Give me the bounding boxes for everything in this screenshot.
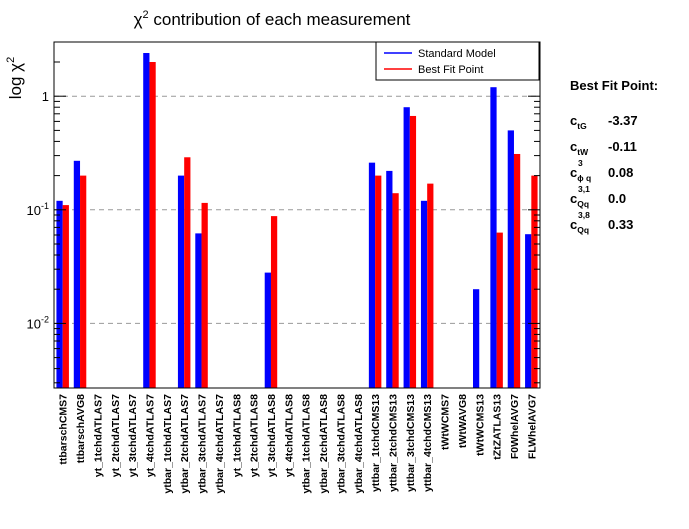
bar-sm-yt_4tchdATLAS7 [143,53,150,389]
x-tick-label: ytbar_4tchdATLAS8 [353,394,365,494]
bar-bestfit-yttbar_1tchdCMS13 [375,175,382,388]
param-row: cϕ q 3 0.08 [570,158,685,191]
param-value: 0.33 [608,217,634,232]
x-tick-label: yt_3tchdATLAS7 [127,394,139,477]
param-value: -3.37 [608,113,638,128]
legend-label: Best Fit Point [418,64,483,76]
bar-sm-yttbar_2tchdCMS13 [386,170,393,388]
x-tick-label: yt_4tchdATLAS8 [283,394,295,477]
x-tick-label: F0WhelAVG7 [509,394,521,459]
bar-bestfit-yttbar_4tchdCMS13 [427,183,434,388]
y-axis-ticks: 10-2 10-1 1 [27,41,540,384]
bar-bestfit-yt_3tchdATLAS8 [270,216,278,388]
plot-frame [53,41,541,389]
x-tick-label: ytbar_4tchdATLAS7 [214,394,226,494]
chart-title: χ2 contribution of each measurement [134,9,411,29]
y-tick-label: 1 [42,89,49,104]
x-tick-label: yt_2tchdATLAS7 [110,394,122,477]
bar-bestfit-yttbar_2tchdCMS13 [392,193,399,388]
x-tick-label: ttbarschAVG8 [75,394,87,463]
bar-bestfit-tZtZATLAS13 [496,232,503,388]
x-tick-label: tWtWCMS7 [440,394,452,450]
x-tick-label: tZtZATLAS13 [492,394,504,460]
bar-bestfit-FLWhelAVG7 [531,175,538,388]
param-value: 0.08 [608,165,634,180]
param-value: 0.0 [608,191,627,206]
bar-sm-ytbar_3tchdATLAS7 [195,233,202,388]
x-tick-label: FLWhelAVG7 [526,394,538,459]
bar-sm-yttbar_4tchdCMS13 [420,200,428,388]
bar-sm-tZtZATLAS13 [490,87,497,388]
param-symbol: ctG [570,113,587,131]
bar-sm-tWtWCMS13 [473,289,480,388]
param-row: ctG -3.37 [570,113,685,139]
bar-sm-yt_3tchdATLAS8 [264,272,271,388]
bar-sm-F0WhelAVG7 [507,130,514,388]
x-tick-label: yttbar_1tchdCMS13 [370,394,382,492]
bar-sm-ttbarschCMS7 [56,200,63,388]
x-tick-label: yttbar_2tchdCMS13 [387,394,399,492]
x-tick-label: tWtWAVG8 [457,394,469,448]
bar-bestfit-yt_4tchdATLAS7 [149,62,156,388]
x-axis-labels: ttbarschCMS7 ttbarschAVG8 yt_1tchdATLAS7 yt… [58,394,539,494]
best-fit-panel: Best Fit Point: ctG -3.37 ctW -0.11 cϕ q 3 0.0… [570,78,685,243]
param-symbol: cQq 3,1 [570,184,590,209]
legend: Standard Model Best Fit Point [375,41,540,81]
x-tick-label: yt_2tchdATLAS8 [249,394,261,477]
x-tick-label: yt_4tchdATLAS7 [144,394,156,477]
param-list: ctG -3.37 ctW -0.11 cϕ q 3 0.08 cQq 3,1 0.0 cQq 3,8… [570,113,685,243]
param-symbol: ctW [570,139,589,157]
x-tick-label: ytbar_1tchdATLAS8 [301,394,313,494]
y-tick-label: 10-2 [27,314,49,331]
x-tick-label: ytbar_3tchdATLAS7 [197,394,209,494]
bar-sm-FLWhelAVG7 [525,234,532,388]
bar-sm-yttbar_1tchdCMS13 [368,162,376,388]
bar-bestfit-ttbarschAVG8 [80,175,87,388]
x-tick-label: yt_1tchdATLAS8 [231,394,243,477]
bar-bestfit-ttbarschCMS7 [62,205,69,388]
bar-sm-yttbar_3tchdCMS13 [403,107,410,388]
bar-bestfit-ytbar_2tchdATLAS7 [184,157,191,388]
grid [54,95,540,324]
bar-bestfit-ytbar_3tchdATLAS7 [201,202,208,388]
x-tick-label: tWtWCMS13 [474,394,486,456]
param-row: cQq 3,1 0.0 [570,184,685,217]
param-row: ctW -0.11 [570,139,685,165]
x-tick-label: yttbar_4tchdCMS13 [422,394,434,492]
x-tick-label: ytbar_1tchdATLAS7 [162,394,174,494]
x-tick-label: ytbar_3tchdATLAS8 [335,394,347,494]
x-tick-label: yt_3tchdATLAS8 [266,394,278,477]
legend-box [375,41,540,81]
y-tick-label: 10-1 [27,201,49,218]
x-tick-label: ttbarschCMS7 [58,394,70,465]
y-axis-label: log χ2 [5,57,25,99]
x-tick-label: yttbar_3tchdCMS13 [405,394,417,492]
bars [56,53,538,389]
bar-bestfit-yttbar_3tchdCMS13 [409,115,417,389]
param-symbol: cQq 3,8 [570,210,590,235]
bar-bestfit-F0WhelAVG7 [513,153,521,388]
x-tick-label: ytbar_2tchdATLAS7 [179,394,191,494]
param-row: cQq 3,8 0.33 [570,210,685,243]
x-tick-label: yt_1tchdATLAS7 [92,394,104,477]
bar-sm-ytbar_2tchdATLAS7 [177,175,185,388]
param-value: -0.11 [608,139,637,154]
x-tick-label: ytbar_2tchdATLAS8 [318,394,330,494]
legend-label: Standard Model [418,48,496,60]
bar-sm-ttbarschAVG8 [73,160,81,388]
best-fit-title: Best Fit Point: [570,78,659,93]
